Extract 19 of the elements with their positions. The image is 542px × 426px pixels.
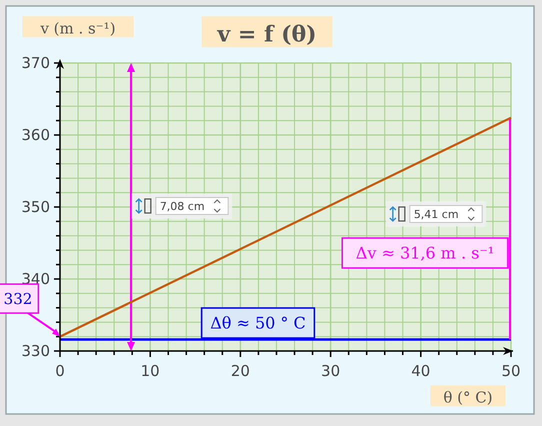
x-tick-label: 0 — [55, 362, 65, 380]
annotation: 5,41 cm — [414, 208, 459, 221]
x-tick-label: 40 — [411, 362, 430, 380]
y-tick-label: 330 — [21, 342, 50, 360]
y-tick-label: 350 — [21, 198, 50, 216]
y-tick-label: 370 — [21, 54, 50, 72]
y-tick-label: 340 — [21, 270, 50, 288]
x-axis-title: θ (° C) — [443, 388, 493, 406]
x-tick-label: 30 — [321, 362, 340, 380]
x-tick-label: 10 — [140, 362, 160, 380]
y-tick-label: 360 — [21, 126, 50, 144]
y-axis-title: v (m . s⁻¹) — [39, 20, 116, 38]
annotation: 332 — [4, 290, 32, 308]
x-tick-label: 50 — [501, 362, 521, 380]
chart-title: v = f (θ) — [216, 22, 317, 48]
annotation: Δθ ≈ 50 ° C — [210, 314, 306, 333]
annotation: 7,08 cm — [160, 200, 205, 213]
x-tick-label: 20 — [230, 362, 250, 380]
annotation: Δv ≈ 31,6 m . s⁻¹ — [356, 244, 494, 263]
